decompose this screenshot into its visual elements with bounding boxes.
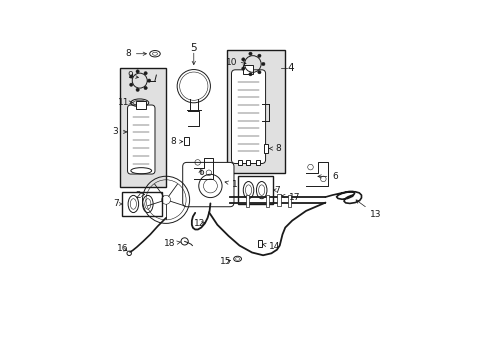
Text: 8: 8 [125, 49, 146, 58]
Text: 8: 8 [170, 137, 183, 146]
Bar [183, 136, 188, 145]
Text: 7: 7 [274, 186, 280, 195]
Text: 16: 16 [116, 244, 128, 253]
Bar [120, 68, 166, 187]
Text: 17: 17 [281, 193, 300, 202]
Bar [246, 195, 249, 207]
Text: 15: 15 [219, 257, 231, 266]
FancyBboxPatch shape [127, 105, 155, 174]
Text: 8: 8 [269, 144, 280, 153]
Text: 3: 3 [112, 127, 126, 136]
Bar [256, 159, 260, 165]
Circle shape [261, 62, 264, 66]
FancyBboxPatch shape [231, 70, 265, 163]
Text: 18: 18 [163, 239, 181, 248]
Bar [136, 102, 146, 109]
Circle shape [143, 72, 147, 75]
Text: 6: 6 [198, 168, 203, 177]
Text: 13: 13 [355, 200, 381, 219]
Text: 14: 14 [262, 242, 280, 251]
Bar [238, 159, 242, 165]
Text: 4: 4 [286, 63, 293, 73]
Circle shape [136, 88, 139, 91]
Circle shape [248, 73, 252, 76]
Circle shape [129, 75, 133, 78]
Text: 2: 2 [135, 190, 144, 199]
Bar [258, 240, 262, 247]
Text: 6: 6 [317, 172, 337, 181]
Bar [243, 66, 253, 74]
Text: 7: 7 [113, 199, 119, 208]
Circle shape [241, 67, 244, 70]
Bar [276, 194, 280, 206]
Text: 5: 5 [190, 43, 197, 53]
Text: 9: 9 [127, 71, 133, 80]
Circle shape [136, 70, 139, 73]
Bar [246, 159, 250, 165]
Circle shape [241, 58, 244, 61]
Bar [263, 144, 267, 153]
Bar [226, 50, 285, 174]
Circle shape [147, 79, 150, 82]
Bar [122, 192, 162, 216]
Bar [287, 195, 290, 207]
Circle shape [257, 71, 261, 74]
FancyBboxPatch shape [183, 162, 233, 207]
Circle shape [143, 86, 147, 90]
Text: 11: 11 [118, 98, 132, 107]
Bar [265, 195, 268, 207]
Circle shape [257, 54, 261, 57]
Text: 10: 10 [226, 58, 237, 67]
Circle shape [248, 52, 252, 55]
Circle shape [129, 83, 133, 86]
Bar [238, 176, 272, 204]
Text: 1: 1 [224, 180, 237, 189]
Text: 12: 12 [194, 220, 205, 229]
